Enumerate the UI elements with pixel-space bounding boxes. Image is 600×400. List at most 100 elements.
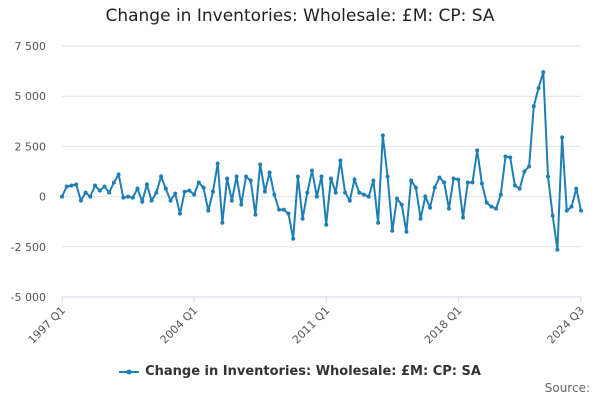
data-point[interactable] bbox=[258, 162, 263, 167]
data-point[interactable] bbox=[338, 158, 343, 163]
data-point[interactable] bbox=[130, 195, 135, 200]
data-point[interactable] bbox=[418, 216, 423, 221]
data-point[interactable] bbox=[121, 195, 126, 200]
data-point[interactable] bbox=[536, 86, 541, 91]
data-point[interactable] bbox=[569, 204, 574, 209]
data-point[interactable] bbox=[333, 190, 338, 195]
data-point[interactable] bbox=[456, 177, 461, 182]
data-point[interactable] bbox=[399, 202, 404, 207]
data-point[interactable] bbox=[291, 236, 296, 241]
data-point[interactable] bbox=[371, 178, 376, 183]
data-point[interactable] bbox=[310, 168, 315, 173]
data-point[interactable] bbox=[300, 216, 305, 221]
data-point[interactable] bbox=[437, 175, 442, 180]
data-point[interactable] bbox=[192, 192, 197, 197]
data-point[interactable] bbox=[390, 228, 395, 233]
data-point[interactable] bbox=[527, 164, 532, 169]
data-point[interactable] bbox=[522, 169, 527, 174]
series-layer[interactable] bbox=[60, 70, 583, 252]
data-point[interactable] bbox=[352, 177, 357, 182]
data-point[interactable] bbox=[461, 215, 466, 220]
data-point[interactable] bbox=[234, 174, 239, 179]
data-point[interactable] bbox=[69, 183, 74, 188]
data-point[interactable] bbox=[428, 205, 433, 210]
data-point[interactable] bbox=[574, 186, 579, 191]
data-point[interactable] bbox=[470, 180, 475, 185]
data-point[interactable] bbox=[432, 185, 437, 190]
data-point[interactable] bbox=[385, 174, 390, 179]
data-point[interactable] bbox=[484, 200, 489, 205]
data-point[interactable] bbox=[159, 174, 164, 179]
data-point[interactable] bbox=[394, 196, 399, 201]
data-point[interactable] bbox=[267, 170, 272, 175]
data-point[interactable] bbox=[512, 183, 517, 188]
data-point[interactable] bbox=[343, 190, 348, 195]
data-point[interactable] bbox=[281, 207, 286, 212]
data-point[interactable] bbox=[163, 186, 168, 191]
data-point[interactable] bbox=[196, 180, 201, 185]
data-point[interactable] bbox=[295, 174, 300, 179]
data-point[interactable] bbox=[126, 194, 131, 199]
data-point[interactable] bbox=[102, 184, 107, 189]
data-point[interactable] bbox=[88, 194, 93, 199]
data-point[interactable] bbox=[451, 176, 456, 181]
data-point[interactable] bbox=[413, 185, 418, 190]
data-point[interactable] bbox=[541, 70, 546, 75]
data-point[interactable] bbox=[225, 176, 230, 181]
data-point[interactable] bbox=[116, 172, 121, 177]
data-point[interactable] bbox=[93, 183, 98, 188]
data-point[interactable] bbox=[503, 154, 508, 159]
data-point[interactable] bbox=[366, 194, 371, 199]
data-point[interactable] bbox=[262, 189, 267, 194]
data-point[interactable] bbox=[531, 104, 536, 109]
data-point[interactable] bbox=[78, 198, 83, 203]
data-point[interactable] bbox=[210, 189, 215, 194]
data-point[interactable] bbox=[305, 190, 310, 195]
data-point[interactable] bbox=[111, 180, 116, 185]
data-point[interactable] bbox=[517, 186, 522, 191]
data-point[interactable] bbox=[550, 213, 555, 218]
data-point[interactable] bbox=[277, 207, 282, 212]
data-point[interactable] bbox=[423, 194, 428, 199]
data-point[interactable] bbox=[498, 192, 503, 197]
data-point[interactable] bbox=[229, 198, 234, 203]
data-point[interactable] bbox=[409, 178, 414, 183]
data-point[interactable] bbox=[97, 188, 102, 193]
data-point[interactable] bbox=[154, 190, 159, 195]
data-point[interactable] bbox=[253, 212, 258, 217]
data-point[interactable] bbox=[376, 220, 381, 225]
data-point[interactable] bbox=[579, 208, 583, 213]
data-point[interactable] bbox=[60, 194, 64, 199]
legend-item[interactable]: Change in Inventories: Wholesale: £M: CP… bbox=[119, 364, 481, 379]
data-point[interactable] bbox=[215, 161, 220, 166]
data-point[interactable] bbox=[508, 155, 513, 160]
data-point[interactable] bbox=[314, 194, 319, 199]
data-point[interactable] bbox=[107, 190, 112, 195]
data-point[interactable] bbox=[140, 199, 145, 204]
data-point[interactable] bbox=[149, 198, 154, 203]
data-point[interactable] bbox=[244, 174, 249, 179]
data-point[interactable] bbox=[564, 208, 569, 213]
data-point[interactable] bbox=[187, 188, 192, 193]
data-point[interactable] bbox=[144, 182, 149, 187]
data-point[interactable] bbox=[494, 206, 499, 211]
data-point[interactable] bbox=[442, 180, 447, 185]
legend[interactable]: Change in Inventories: Wholesale: £M: CP… bbox=[0, 364, 600, 381]
data-point[interactable] bbox=[489, 204, 494, 209]
data-point[interactable] bbox=[324, 222, 329, 227]
data-point[interactable] bbox=[475, 148, 480, 153]
source-credit[interactable]: Source: bbox=[544, 381, 590, 395]
data-point[interactable] bbox=[201, 185, 206, 190]
data-point[interactable] bbox=[74, 182, 79, 187]
data-point[interactable] bbox=[182, 189, 187, 194]
data-point[interactable] bbox=[555, 247, 560, 252]
data-point[interactable] bbox=[465, 180, 470, 185]
data-point[interactable] bbox=[220, 220, 225, 225]
data-point[interactable] bbox=[272, 192, 277, 197]
data-point[interactable] bbox=[347, 198, 352, 203]
series-line[interactable] bbox=[61, 71, 582, 250]
data-point[interactable] bbox=[286, 211, 291, 216]
data-point[interactable] bbox=[357, 190, 362, 195]
data-point[interactable] bbox=[177, 211, 182, 216]
data-point[interactable] bbox=[380, 133, 385, 138]
